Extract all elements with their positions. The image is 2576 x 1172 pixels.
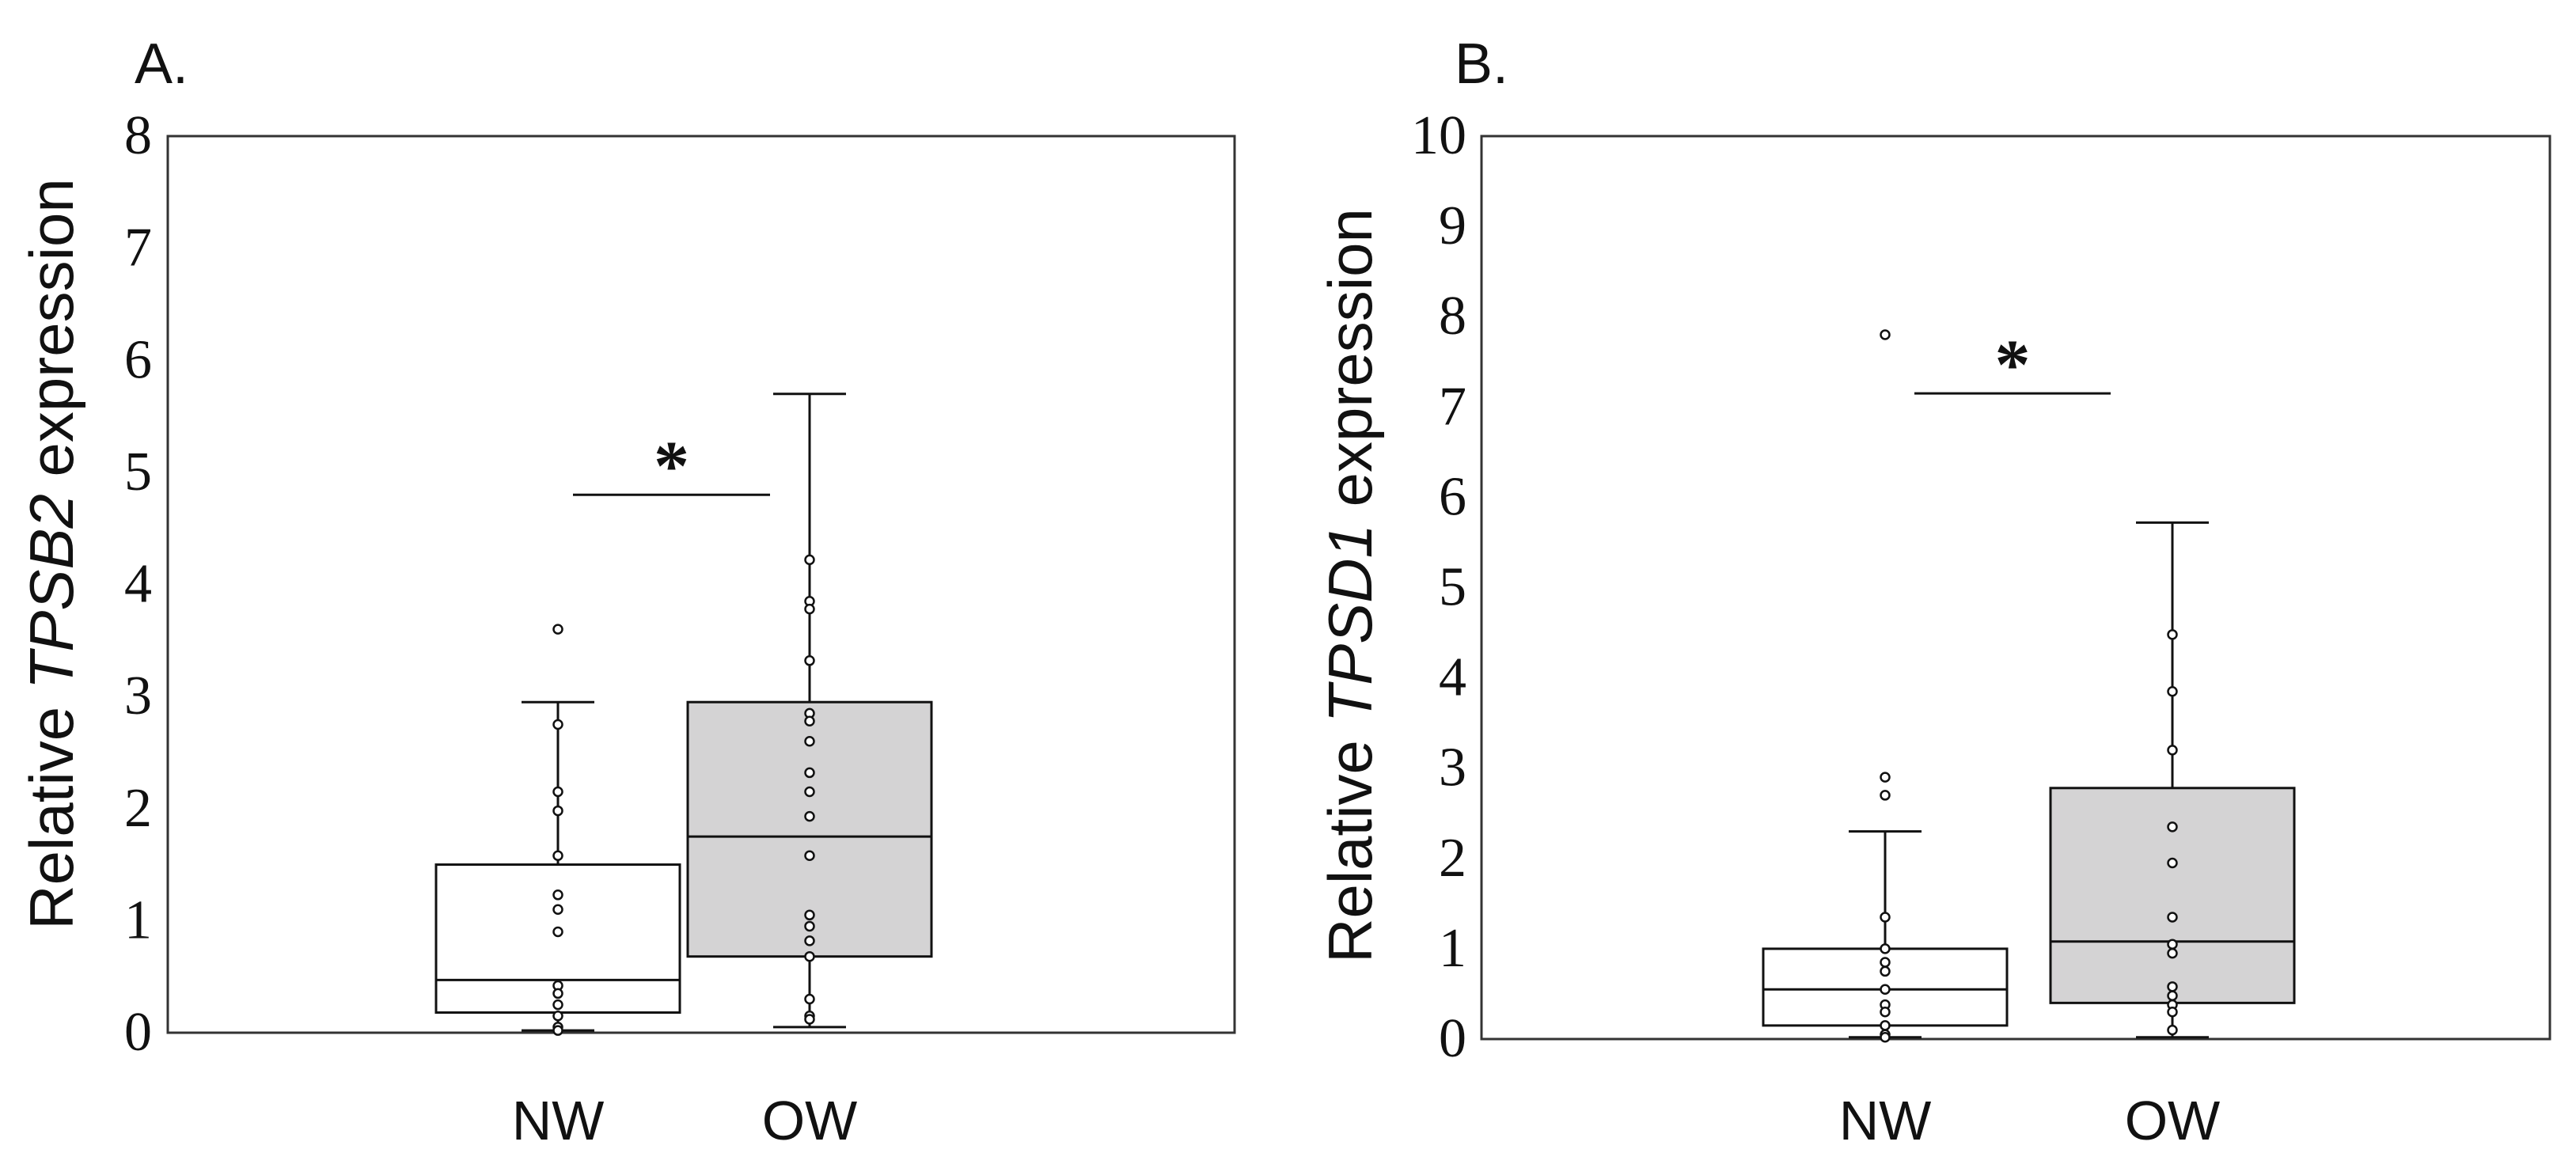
x-category-label: OW <box>762 1090 858 1151</box>
data-point <box>552 999 563 1011</box>
y-tick-label: 7 <box>1439 376 1466 437</box>
data-point <box>804 993 815 1005</box>
data-point <box>2167 947 2178 959</box>
data-point <box>1880 984 1891 995</box>
y-tick-label: 10 <box>1411 105 1466 166</box>
y-tick-label: 3 <box>124 666 152 726</box>
y-axis-label-gene: TPSD1 <box>1315 524 1385 723</box>
data-point <box>2167 1024 2178 1036</box>
data-point <box>804 603 815 615</box>
data-point <box>2167 745 2178 756</box>
y-tick-label: 4 <box>124 554 152 615</box>
plot-frame <box>166 135 1236 1034</box>
y-tick-label: 6 <box>1439 466 1466 527</box>
y-tick-label: 0 <box>124 1002 152 1063</box>
box-ow <box>686 393 933 1029</box>
y-tick-label: 0 <box>1439 1008 1466 1069</box>
y-tick-label: 7 <box>124 218 152 279</box>
data-point <box>1880 943 1891 954</box>
data-point <box>1880 912 1891 923</box>
data-point <box>552 624 563 635</box>
data-point <box>2167 1007 2178 1018</box>
data-point <box>2167 981 2178 992</box>
y-tick-label: 9 <box>1439 195 1466 256</box>
data-point <box>1880 329 1891 340</box>
panel-label: A. <box>135 32 188 96</box>
data-point <box>552 1011 563 1022</box>
data-point <box>1880 957 1891 968</box>
panel-label: B. <box>1455 32 1508 96</box>
data-point <box>552 786 563 798</box>
data-point <box>1880 965 1891 977</box>
y-tick-label: 3 <box>1439 738 1466 798</box>
data-point <box>804 920 815 932</box>
data-point <box>552 850 563 861</box>
y-tick-label: 4 <box>1439 647 1466 708</box>
data-point <box>1880 1031 1891 1043</box>
chart-panel-b: B. 0 1 2 3 4 5 6 7 8 9 10 Relative TPSD1 expression N… <box>1315 32 2551 1151</box>
y-axis-label: Relative TPSB2 expression <box>17 178 86 929</box>
significance-star: * <box>654 427 689 506</box>
data-point <box>2167 912 2178 923</box>
data-point <box>2167 821 2178 833</box>
y-axis-label-prefix: Relative <box>1315 723 1385 962</box>
box-nw <box>434 624 681 1036</box>
box-iqr <box>2049 787 2296 1004</box>
chart-panel-a: A. 0 1 2 3 4 5 6 7 8 Relative TPSB2 expression NW OW… <box>17 32 1236 1151</box>
data-point <box>552 904 563 915</box>
data-point <box>2167 629 2178 640</box>
data-point <box>804 950 815 962</box>
y-tick-label: 2 <box>1439 828 1466 889</box>
data-point <box>804 554 815 566</box>
data-point <box>2167 990 2178 1001</box>
box-ow <box>2049 521 2296 1039</box>
data-point <box>1880 1020 1891 1031</box>
data-point <box>1880 790 1891 801</box>
x-category-label: OW <box>2125 1090 2221 1151</box>
x-category-label: NW <box>512 1090 605 1151</box>
data-point <box>804 1014 815 1025</box>
y-axis-label-prefix: Relative <box>17 689 86 929</box>
y-tick-label: 1 <box>1439 918 1466 979</box>
data-point <box>1880 1007 1891 1018</box>
y-axis-label: Relative TPSD1 expression <box>1315 208 1385 963</box>
box-nw <box>1762 329 2009 1043</box>
data-point <box>552 988 563 999</box>
data-point <box>804 909 815 921</box>
data-point <box>2167 939 2178 950</box>
y-tick-label: 1 <box>124 889 152 950</box>
data-point <box>804 810 815 822</box>
data-point <box>552 805 563 817</box>
data-point <box>552 719 563 730</box>
data-point <box>552 889 563 901</box>
y-axis-label-gene: TPSB2 <box>17 494 86 689</box>
plot-frame <box>1480 135 2551 1041</box>
y-tick-label: 5 <box>1439 557 1466 618</box>
data-point <box>804 715 815 727</box>
data-point <box>804 655 815 666</box>
y-tick-label: 8 <box>1439 286 1466 347</box>
y-tick-label: 8 <box>124 105 152 166</box>
data-point <box>2167 685 2178 697</box>
data-point <box>1880 772 1891 783</box>
significance-star: * <box>1995 326 2031 404</box>
data-point <box>552 926 563 938</box>
data-point <box>804 786 815 798</box>
data-point <box>2167 857 2178 869</box>
y-tick-label: 6 <box>124 329 152 390</box>
x-category-label: NW <box>1839 1090 1932 1151</box>
y-tick-label: 2 <box>124 778 152 839</box>
data-point <box>804 736 815 747</box>
data-point <box>804 935 815 946</box>
y-axis-label-suffix: expression <box>17 178 86 494</box>
y-tick-label: 5 <box>124 442 152 503</box>
data-point <box>804 850 815 861</box>
data-point <box>552 1025 563 1036</box>
data-point <box>804 767 815 779</box>
y-axis-label-suffix: expression <box>1315 208 1385 524</box>
